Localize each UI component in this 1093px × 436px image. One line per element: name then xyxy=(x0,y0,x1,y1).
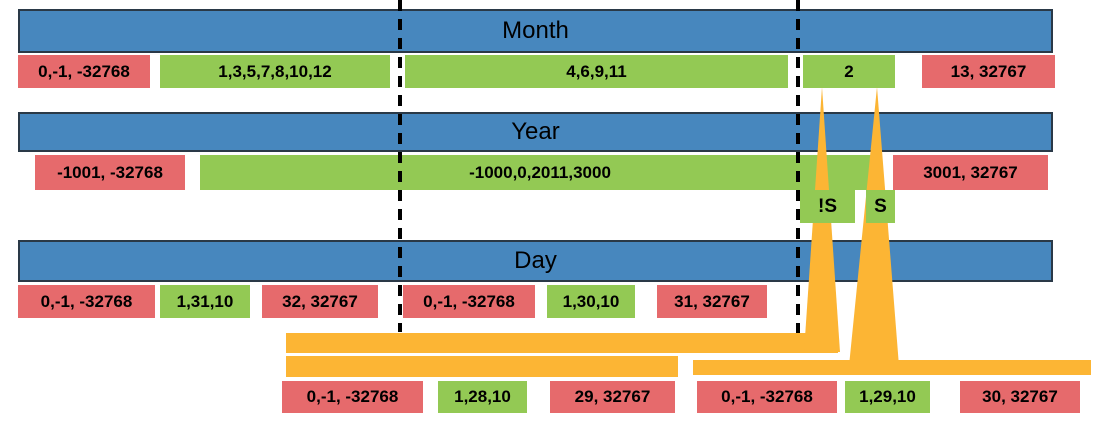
year-axis-label: Year xyxy=(511,118,560,145)
feb-nonleap-axis-bar xyxy=(286,356,678,377)
leap-flag-box: S xyxy=(866,190,895,223)
month-31day-months-box: 1,3,5,7,8,10,12 xyxy=(160,55,390,88)
day31-invalid-low-box: 0,-1, -32768 xyxy=(18,285,155,318)
feb28-invalid-high-box: 29, 32767 xyxy=(550,381,675,413)
month-axis-label: Month xyxy=(502,17,569,44)
day30-invalid-low-box: 0,-1, -32768 xyxy=(403,285,535,318)
day31-valid-box: 1,31,10 xyxy=(160,285,250,318)
year-invalid-high-box: 3001, 32767 xyxy=(893,155,1048,190)
month-february-box: 2 xyxy=(803,55,895,88)
day-axis-bar: Day xyxy=(18,240,1053,282)
year-invalid-low-box: -1001, -32768 xyxy=(35,155,185,190)
month-invalid-low-box: 0,-1, -32768 xyxy=(18,55,150,88)
month-30day-months-box: 4,6,9,11 xyxy=(405,55,788,88)
feb29-invalid-high-box: 30, 32767 xyxy=(960,381,1080,413)
day30-valid-box: 1,30,10 xyxy=(547,285,635,318)
nonleap-connector-bar xyxy=(286,333,838,353)
nonleap-flag-box: !S xyxy=(800,190,855,223)
feb-leap-axis-bar xyxy=(693,360,1091,375)
year-valid-box: -1000,0,2011,3000 xyxy=(200,155,880,190)
month-invalid-high-box: 13, 32767 xyxy=(922,55,1055,88)
day-axis-label: Day xyxy=(514,247,557,274)
year-axis-bar: Year xyxy=(18,112,1053,152)
feb29-invalid-low-box: 0,-1, -32768 xyxy=(697,381,837,413)
feb28-invalid-low-box: 0,-1, -32768 xyxy=(282,381,423,413)
month-axis-bar: Month xyxy=(18,9,1053,53)
day31-invalid-high-box: 32, 32767 xyxy=(262,285,378,318)
feb29-valid-box: 1,29,10 xyxy=(845,381,930,413)
day30-invalid-high-box: 31, 32767 xyxy=(657,285,767,318)
feb28-valid-box: 1,28,10 xyxy=(438,381,527,413)
